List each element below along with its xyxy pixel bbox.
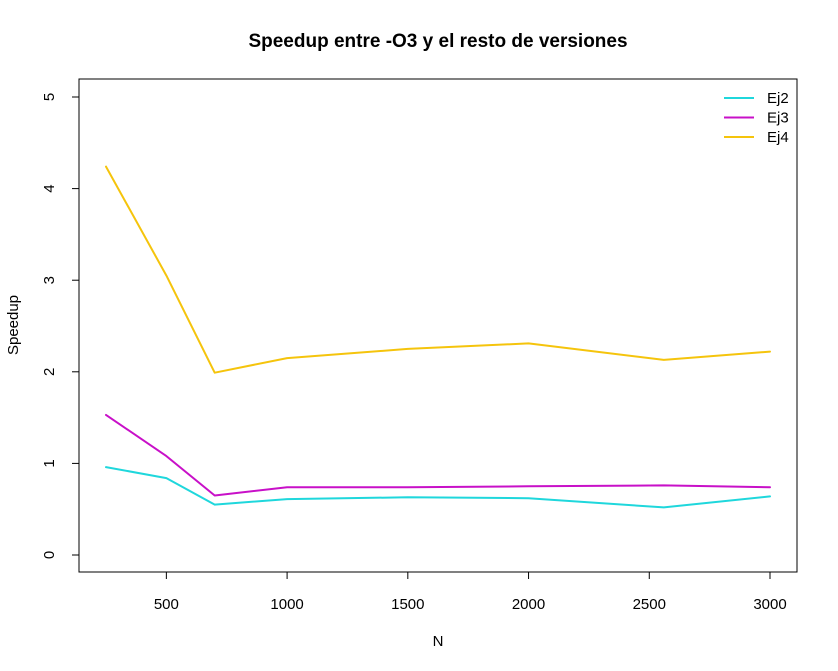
legend-label-ej4: Ej4 xyxy=(767,129,789,146)
y-axis-label: Speedup xyxy=(5,295,22,355)
legend-label-ej2: Ej2 xyxy=(767,90,789,107)
series-line-ej4 xyxy=(105,165,771,374)
x-tick-label: 500 xyxy=(154,596,179,613)
x-tick-label: 1500 xyxy=(391,596,424,613)
y-axis: 0 1 2 3 4 5 xyxy=(41,93,80,559)
x-axis-label: N xyxy=(433,633,444,650)
x-tick-label: 3000 xyxy=(753,596,786,613)
series-line-ej2 xyxy=(105,466,771,509)
y-tick-label: 4 xyxy=(41,184,58,192)
series-layer xyxy=(105,165,771,509)
x-tick-label: 1000 xyxy=(270,596,303,613)
y-tick-label: 5 xyxy=(41,93,58,101)
chart-title: Speedup entre -O3 y el resto de versione… xyxy=(248,31,627,52)
x-axis: 500 1000 1500 2000 2500 3000 xyxy=(154,571,787,613)
y-tick-label: 2 xyxy=(41,368,58,376)
y-tick-label: 3 xyxy=(41,276,58,284)
legend: Ej2 Ej3 Ej4 xyxy=(724,90,789,146)
y-tick-label: 0 xyxy=(41,551,58,559)
x-tick-label: 2500 xyxy=(633,596,666,613)
y-tick-label: 1 xyxy=(41,459,58,467)
series-line-ej3 xyxy=(105,413,771,497)
x-tick-label: 2000 xyxy=(512,596,545,613)
legend-label-ej3: Ej3 xyxy=(767,110,789,127)
